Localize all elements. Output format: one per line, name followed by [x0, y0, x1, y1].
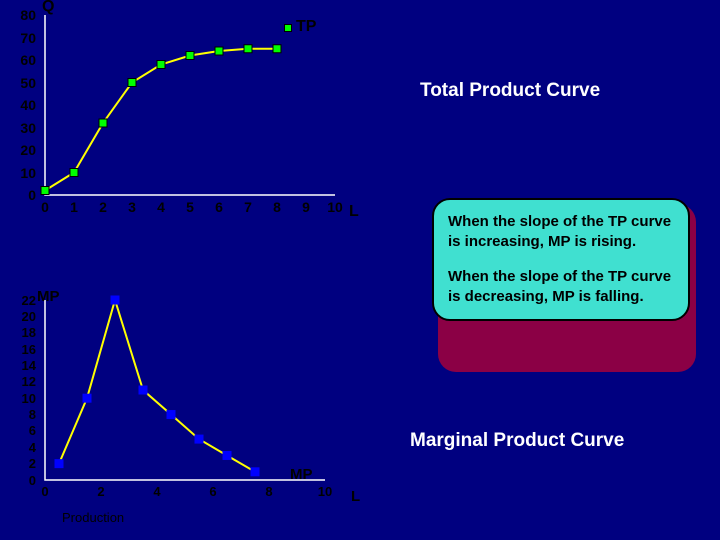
x-tick: 5 [180, 199, 200, 215]
x-tick: 8 [259, 484, 279, 499]
y-tick: 6 [10, 423, 36, 438]
y-tick: 30 [10, 120, 36, 136]
top-x-axis-title: L [349, 203, 359, 221]
total-product-title: Total Product Curve [420, 80, 600, 102]
x-tick: 6 [209, 199, 229, 215]
x-tick: 7 [238, 199, 258, 215]
x-tick: 10 [315, 484, 335, 499]
y-tick: 14 [10, 358, 36, 373]
y-tick: 50 [10, 75, 36, 91]
bottom-y-axis-title: MP [37, 288, 60, 305]
y-tick: 0 [10, 473, 36, 488]
x-tick: 6 [203, 484, 223, 499]
x-tick: 10 [325, 199, 345, 215]
bottom-x-axis-title: L [351, 488, 360, 505]
x-tick: 4 [147, 484, 167, 499]
total-product-chart [40, 10, 340, 200]
y-tick: 18 [10, 325, 36, 340]
marginal-product-title: Marginal Product Curve [410, 430, 624, 452]
y-tick: 40 [10, 97, 36, 113]
y-tick: 80 [10, 7, 36, 23]
x-tick: 2 [91, 484, 111, 499]
y-tick: 60 [10, 52, 36, 68]
y-tick: 20 [10, 309, 36, 324]
production-caption: Production [62, 510, 124, 525]
marginal-product-chart [40, 295, 330, 485]
y-tick: 8 [10, 407, 36, 422]
y-tick: 4 [10, 440, 36, 455]
y-tick: 70 [10, 30, 36, 46]
top-y-axis-title: Q [42, 0, 54, 16]
y-tick: 10 [10, 165, 36, 181]
callout-text-2: When the slope of the TP curve is decrea… [448, 267, 674, 308]
y-tick: 12 [10, 374, 36, 389]
tp-legend-marker [284, 24, 292, 32]
x-tick: 1 [64, 199, 84, 215]
y-tick: 10 [10, 391, 36, 406]
x-tick: 9 [296, 199, 316, 215]
x-tick: 0 [35, 199, 55, 215]
x-tick: 3 [122, 199, 142, 215]
callout-text-1: When the slope of the TP curve is increa… [448, 212, 674, 253]
x-tick: 0 [35, 484, 55, 499]
x-tick: 4 [151, 199, 171, 215]
explanation-callout: When the slope of the TP curve is increa… [432, 198, 690, 321]
x-tick: 8 [267, 199, 287, 215]
y-tick: 16 [10, 342, 36, 357]
tp-series-label: TP [296, 18, 316, 36]
y-tick: 0 [10, 187, 36, 203]
y-tick: 22 [10, 293, 36, 308]
y-tick: 20 [10, 142, 36, 158]
mp-series-label: MP [290, 466, 313, 483]
y-tick: 2 [10, 456, 36, 471]
x-tick: 2 [93, 199, 113, 215]
